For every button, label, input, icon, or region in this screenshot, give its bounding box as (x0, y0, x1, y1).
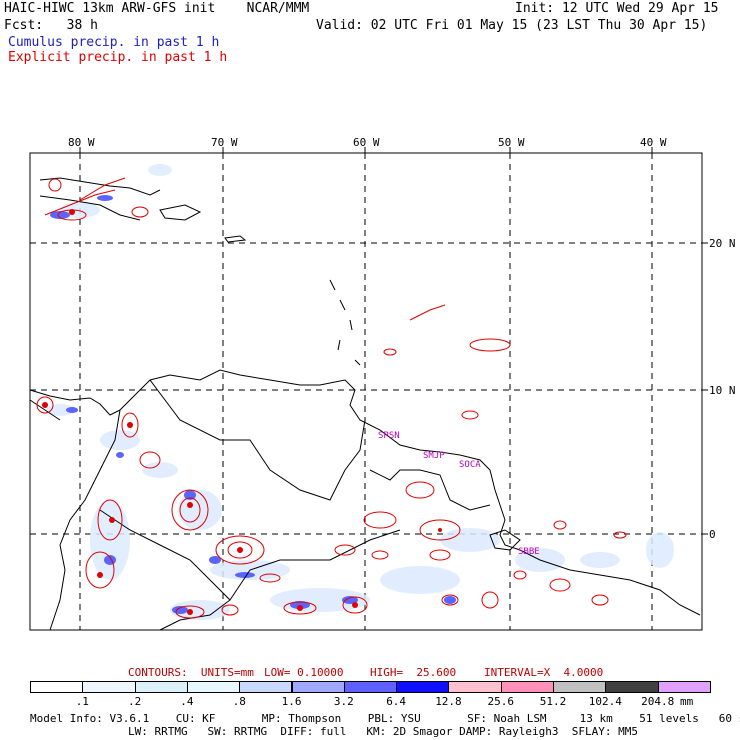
legend-cumulus: Cumulus precip. in past 1 h (8, 35, 220, 50)
colorbar-swatch (657, 681, 711, 693)
valid-time: Valid: 02 UTC Fri 01 May 15 (23 LST Thu … (316, 18, 708, 33)
colorbar-label: 3.2 (333, 695, 354, 708)
site-sbbe: SBBE (518, 547, 540, 557)
colorbar-swatch (239, 681, 293, 693)
explicit-precip-contours (36, 177, 627, 619)
colorbar-label: 1.6 (281, 695, 302, 708)
colorbar-label: 6.4 (386, 695, 407, 708)
colorbar-swatch (448, 681, 502, 693)
init-time: Init: 12 UTC Wed 29 Apr 15 (515, 1, 719, 16)
colorbar-swatch (82, 681, 136, 693)
colorbar-label: 12.8 (435, 695, 462, 708)
hispaniola-coast (159, 204, 202, 221)
lon-label-60w: 60 W (353, 136, 380, 149)
colorbar-label: 102.4 (588, 695, 622, 708)
colorbar-swatch (605, 681, 659, 693)
colorbar-swatch (396, 681, 450, 693)
legend-explicit: Explicit precip. in past 1 h (8, 50, 228, 65)
colorbar-swatch (500, 681, 554, 693)
pacific-coast (49, 409, 121, 631)
colorbar-swatch (30, 681, 84, 693)
colorbar-swatch (186, 681, 241, 693)
lon-label-70w: 70 W (211, 136, 238, 149)
contours-units: CONTOURS: UNITS=mm (128, 666, 254, 679)
contours-high: HIGH= 25.600 (370, 666, 457, 679)
heavy-precip-cores (42, 209, 442, 615)
country-borders (99, 379, 491, 631)
lesser-antilles (329, 279, 361, 366)
lon-label-80w: 80 W (68, 136, 95, 149)
lat-label-0: 0 (709, 528, 716, 541)
map-frame (29, 152, 703, 631)
model-title: HAIC-HIWC 13km ARW-GFS init NCAR/MMM (4, 1, 310, 16)
lon-label-50w: 50 W (498, 136, 525, 149)
lon-label-40w: 40 W (640, 136, 667, 149)
lat-label-10n: 10 N (709, 384, 736, 397)
central-america-coast (29, 389, 121, 421)
colorbar-swatch (291, 681, 345, 693)
colorbar-label: 51.2 (539, 695, 567, 708)
south-america-coast (119, 369, 701, 616)
cuba-coast (39, 177, 161, 221)
colorbar-unit: mm (680, 695, 694, 708)
model-info: Model Info: V3.6.1 CU: KF MP: Thompson P… (30, 712, 740, 725)
ticks (79, 147, 708, 535)
site-spsn: SPSN (378, 431, 400, 441)
precip-shading (46, 164, 674, 620)
colorbar-swatch (553, 681, 607, 693)
site-soca: SOCA (459, 460, 481, 470)
colorbar-label: .8 (232, 695, 246, 708)
contours-low: LOW= 0.10000 (264, 666, 344, 679)
contours-interval: INTERVAL=X 4.0000 (484, 666, 604, 679)
colorbar-swatch (134, 681, 188, 693)
coastlines (29, 177, 701, 631)
physics-info: LW: RRTMG SW: RRTMG DIFF: full KM: 2D Sm… (128, 725, 638, 738)
colorbar-swatch (343, 681, 398, 693)
colorbar-label: .4 (180, 695, 194, 708)
cumulus-precip-blobs (50, 195, 456, 614)
colorbar-label: .2 (128, 695, 142, 708)
colorbar-label: 25.6 (487, 695, 515, 708)
puerto-rico-coast (224, 235, 247, 243)
amazon-delta (489, 529, 521, 551)
colorbar-label: 204.8 (641, 695, 675, 708)
site-smjp: SMJP (423, 451, 445, 461)
lat-label-20n: 20 N (709, 237, 736, 250)
forecast-hour: Fcst: 38 h (4, 18, 98, 33)
colorbar-label: .1 (75, 695, 89, 708)
